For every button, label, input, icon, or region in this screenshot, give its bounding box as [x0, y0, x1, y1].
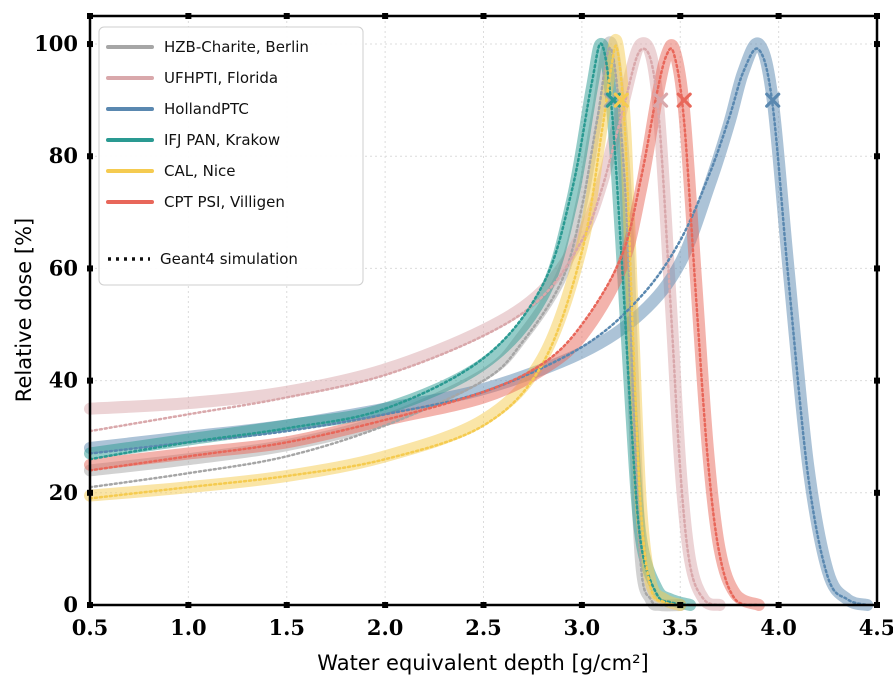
x-axis-label: Water equivalent depth [g/cm²]: [317, 651, 648, 675]
y-tick-mark-right: [874, 377, 880, 384]
y-tick-mark: [87, 41, 93, 48]
y-tick-mark: [87, 602, 93, 608]
x-tick-label: 2.5: [465, 615, 502, 640]
x-tick-mark-top: [87, 13, 93, 19]
x-tick-mark-top: [874, 13, 880, 19]
x-tick-label: 3.5: [662, 615, 699, 640]
x-tick-mark-top: [283, 13, 290, 19]
y-tick-mark: [87, 153, 93, 160]
range-marker: [765, 92, 781, 108]
legend-label: CAL, Nice: [164, 162, 236, 180]
x-tick-mark: [677, 602, 684, 608]
x-tick-mark-top: [480, 13, 487, 19]
simulation-curve: [88, 47, 761, 607]
y-tick-mark-right: [874, 265, 880, 272]
simulation-curve: [88, 42, 692, 607]
y-tick-mark-right: [874, 489, 880, 496]
legend-label: UFHPTI, Florida: [164, 69, 278, 87]
x-tick-mark-top: [185, 13, 192, 19]
legend-box: [98, 26, 364, 286]
y-tick-mark: [87, 489, 93, 496]
x-tick-label: 1.0: [170, 615, 207, 640]
y-tick-label: 40: [49, 368, 78, 393]
x-tick-mark: [185, 602, 192, 608]
measured-curve: [84, 39, 765, 611]
range-marker: [613, 92, 629, 108]
x-tick-label: 4.0: [760, 615, 797, 640]
legend-label-simulation: Geant4 simulation: [160, 250, 298, 268]
y-axis-label: Relative dose [%]: [12, 218, 36, 402]
y-tick-label: 80: [49, 143, 78, 168]
x-tick-mark-top: [775, 13, 782, 19]
y-tick-label: 100: [34, 31, 78, 56]
x-tick-label: 3.0: [564, 615, 601, 640]
x-tick-label: 0.5: [72, 615, 109, 640]
y-tick-mark-right: [874, 41, 880, 48]
legend-label: HZB-Charite, Berlin: [164, 38, 309, 56]
y-tick-mark-right: [874, 602, 880, 608]
x-tick-mark-top: [677, 13, 684, 19]
x-tick-label: 4.5: [859, 615, 893, 640]
x-tick-mark-top: [382, 13, 389, 19]
legend-label: HollandPTC: [164, 100, 249, 118]
x-tick-label: 2.0: [367, 615, 404, 640]
x-tick-mark: [283, 602, 290, 608]
x-tick-mark-top: [578, 13, 585, 19]
simulation-curve: [88, 47, 869, 607]
simulation-curve: [88, 46, 682, 607]
range-markers: [603, 92, 781, 108]
y-tick-label: 0: [63, 592, 78, 617]
y-tick-mark-right: [874, 153, 880, 160]
x-tick-mark: [775, 602, 782, 608]
x-tick-label: 1.5: [268, 615, 305, 640]
axis-ticks: 0.5 1.0 1.5 2.0 2.5 3.0 3.5 4.0 4.5 0 20 40 60 80 100: [34, 13, 893, 640]
y-tick-mark: [87, 265, 93, 272]
x-tick-mark: [382, 602, 389, 608]
x-tick-mark: [480, 602, 487, 608]
legend: HZB-Charite, Berlin UFHPTI, Florida Hollan…: [98, 26, 364, 286]
y-tick-mark: [87, 377, 93, 384]
x-tick-mark: [578, 602, 585, 608]
range-marker: [676, 92, 692, 108]
y-tick-label: 60: [49, 255, 78, 280]
legend-label: CPT PSI, Villigen: [164, 193, 285, 211]
range-marker: [652, 92, 669, 108]
y-tick-label: 20: [49, 480, 78, 505]
legend-label: IFJ PAN, Krakow: [164, 131, 280, 149]
